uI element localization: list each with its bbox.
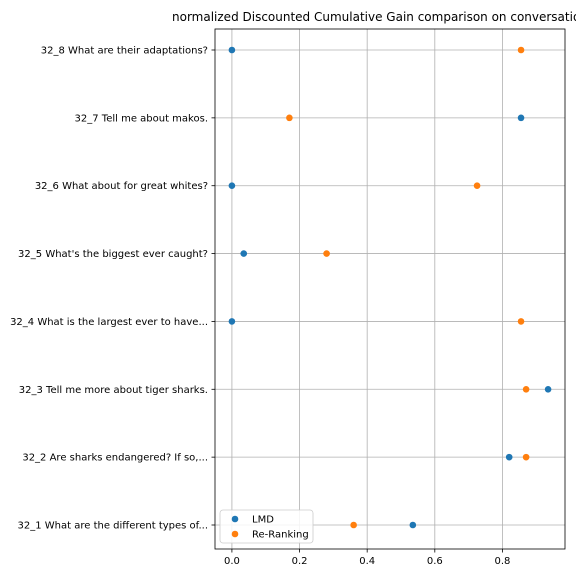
lmd-point	[517, 114, 525, 122]
legend-marker	[231, 530, 239, 538]
re-ranking-point	[517, 46, 525, 54]
data-points	[228, 46, 552, 529]
re-ranking-point	[522, 453, 530, 461]
y-tick-label: 32_8 What are their adaptations?	[41, 46, 208, 57]
x-tick-label: 0.4	[359, 556, 375, 567]
legend: LMD Re-Ranking	[219, 509, 314, 544]
lmd-point	[228, 46, 236, 54]
x-tick-label: 0.6	[427, 556, 443, 567]
y-tick-label: 32_3 Tell me more about tiger sharks.	[19, 385, 208, 396]
chart-title: normalized Discounted Cumulative Gain co…	[172, 10, 576, 24]
y-tick-label: 32_2 Are sharks endangered? If so,...	[22, 453, 208, 464]
lmd-point	[505, 453, 513, 461]
legend-label: LMD	[252, 515, 274, 526]
x-tick-label: 0.8	[494, 556, 510, 567]
plot-frame	[214, 28, 566, 550]
re-ranking-point	[522, 385, 530, 393]
lmd-point	[228, 182, 236, 190]
legend-marker	[231, 515, 239, 523]
lmd-point	[228, 318, 236, 325]
re-ranking-point	[350, 521, 357, 529]
re-ranking-point	[323, 250, 330, 257]
x-axis: 0.0 0.2 0.4 0.6 0.8	[224, 549, 510, 567]
lmd-point	[544, 385, 552, 393]
legend-label: Re-Ranking	[252, 530, 309, 541]
re-ranking-point	[286, 114, 293, 122]
re-ranking-point	[517, 318, 525, 325]
y-axis: 32_1 What are the different types of... 3…	[10, 46, 215, 532]
y-tick-label: 32_5 What's the biggest ever caught?	[18, 249, 208, 260]
x-tick-label: 0.0	[224, 556, 240, 567]
y-tick-label: 32_4 What is the largest ever to have...	[10, 317, 208, 328]
x-tick-label: 0.2	[292, 556, 308, 567]
lmd-point	[409, 521, 417, 529]
re-ranking-point	[473, 182, 481, 190]
y-tick-label: 32_1 What are the different types of...	[18, 521, 208, 532]
y-tick-label: 32_7 Tell me about makos.	[75, 113, 208, 124]
grid	[215, 29, 565, 549]
lmd-point	[240, 250, 248, 257]
y-tick-label: 32_6 What about for great whites?	[35, 181, 208, 192]
legend-box	[219, 509, 314, 544]
